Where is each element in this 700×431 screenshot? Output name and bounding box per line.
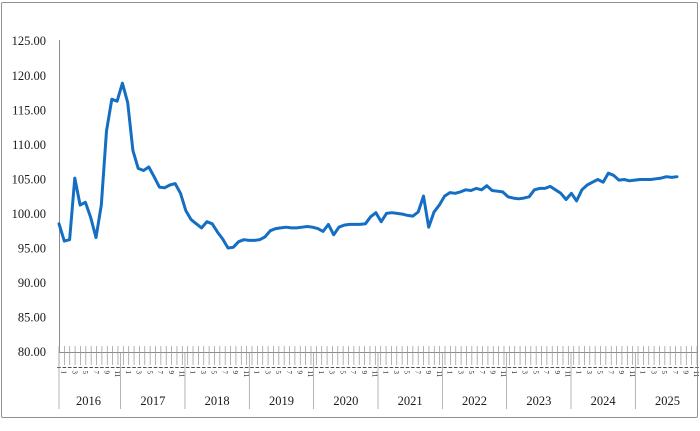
y-axis-tick-label: 110.00: [12, 138, 46, 152]
month-tick-label: 11: [242, 371, 250, 378]
y-axis-tick-label: 85.00: [18, 311, 46, 325]
month-tick-label: 7: [671, 371, 679, 375]
month-tick-label: 5: [145, 371, 153, 375]
month-tick-label: 1: [253, 371, 261, 375]
month-tick-label: 9: [295, 371, 303, 375]
month-tick-label: 1: [317, 371, 325, 375]
year-label: 2023: [526, 394, 551, 408]
month-tick-label: 7: [542, 371, 550, 375]
month-tick-label: 7: [156, 371, 164, 375]
y-axis-tick-label: 120.00: [12, 69, 46, 83]
year-label: 2025: [655, 394, 680, 408]
month-tick-label: 1: [639, 371, 647, 375]
month-tick-label: 9: [360, 371, 368, 375]
month-tick-label: 7: [92, 371, 100, 375]
month-tick-label: 11: [692, 371, 700, 378]
month-tick-label: 9: [167, 371, 175, 375]
y-axis-tick-label: 115.00: [12, 103, 46, 117]
line-series: [57, 81, 679, 250]
month-tick-label: 11: [113, 371, 121, 378]
month-tick-label: 1: [124, 371, 132, 375]
y-axis-tick-label: 95.00: [18, 242, 46, 256]
month-tick-label: 11: [435, 371, 443, 378]
month-tick-label: 11: [564, 371, 572, 378]
y-axis-tick-label: 105.00: [12, 172, 46, 186]
month-tick-label: 3: [585, 371, 593, 375]
month-tick-label: 1: [510, 371, 518, 375]
month-tick-label: 11: [178, 371, 186, 378]
month-tick-label: 9: [682, 371, 690, 375]
month-tick-label: 1: [381, 371, 389, 375]
y-axis-tick-label: 100.00: [12, 207, 46, 221]
month-tick-label: 7: [606, 371, 614, 375]
month-tick-label: 9: [489, 371, 497, 375]
month-tick-label: 5: [274, 371, 282, 375]
month-tick-label: 3: [649, 371, 657, 375]
axes: [58, 40, 698, 353]
month-tick-label: 7: [478, 371, 486, 375]
month-tick-label: 9: [102, 371, 110, 375]
month-tick-label: 9: [231, 371, 239, 375]
month-tick-label: 7: [220, 371, 228, 375]
month-tick-label: 3: [328, 371, 336, 375]
y-axis-tick-label: 80.00: [18, 345, 46, 359]
month-tick-label: 11: [371, 371, 379, 378]
month-tick-label: 9: [424, 371, 432, 375]
month-tick-label: 7: [285, 371, 293, 375]
month-tick-label: 11: [499, 371, 507, 378]
month-tick-label: 3: [521, 371, 529, 375]
year-label: 2018: [205, 394, 230, 408]
chart-frame: [1, 2, 698, 418]
month-tick-label: 1: [188, 371, 196, 375]
month-tick-label: 5: [403, 371, 411, 375]
y-axis-tick-label: 90.00: [18, 276, 46, 290]
month-tick-label: 5: [81, 371, 89, 375]
month-tick-label: 5: [596, 371, 604, 375]
series-lines: [57, 81, 679, 250]
year-label: 2022: [462, 394, 487, 408]
month-tick-label: 1: [574, 371, 582, 375]
month-tick-label: 3: [199, 371, 207, 375]
y-axis-tick-label: 125.00: [12, 34, 46, 48]
month-tick-label: 1: [446, 371, 454, 375]
month-tick-label: 9: [553, 371, 561, 375]
month-tick-label: 3: [392, 371, 400, 375]
month-tick-label: 3: [70, 371, 78, 375]
month-tick-label: 7: [349, 371, 357, 375]
month-tick-label: 5: [660, 371, 668, 375]
year-label: 2017: [140, 394, 165, 408]
x-axis-month-ticks: 1 3 5 7 9 11 1 3 5 7 9 11 1 3 5 7 9 11 1 3 5 7 9 11 1 3 5 7 9 11 1 3 5 7 9…: [57, 346, 700, 378]
month-tick-label: 5: [210, 371, 218, 375]
month-tick-label: 11: [628, 371, 636, 378]
year-label: 2024: [591, 394, 617, 408]
year-label: 2020: [333, 394, 358, 408]
year-label: 2016: [76, 394, 101, 408]
x-axis-year-labels: 2016 2017 2018 2019 2020 2021 2022 2023 2024 2025: [58, 352, 698, 409]
month-tick-label: 11: [306, 371, 314, 378]
month-tick-label: 7: [413, 371, 421, 375]
y-axis-labels: 125.00 120.00 115.00 110.00 105.00 100.00 95.0…: [12, 34, 46, 359]
month-tick-label: 5: [531, 371, 539, 375]
month-tick-label: 3: [263, 371, 271, 375]
month-tick-label: 3: [135, 371, 143, 375]
month-tick-label: 5: [467, 371, 475, 375]
month-tick-label: 3: [456, 371, 464, 375]
year-label: 2019: [269, 394, 294, 408]
month-tick-label: 5: [338, 371, 346, 375]
year-label: 2021: [398, 394, 423, 408]
month-tick-label: 1: [60, 371, 68, 375]
month-tick-label: 9: [617, 371, 625, 375]
